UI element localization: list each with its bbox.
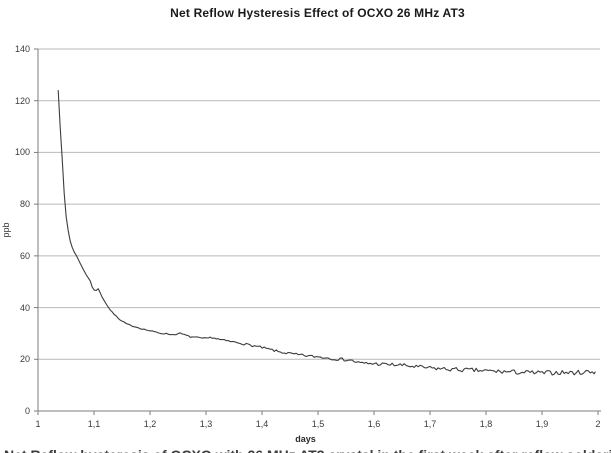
y-tick-label: 140 [14,44,30,54]
x-tick-label: 1,8 [479,419,493,429]
x-tick-label: 1 [35,419,41,429]
x-tick-label: 2 [595,419,601,429]
y-tick-label: 100 [14,147,30,158]
y-tick-label: 20 [19,354,30,365]
y-axis-label: ppb [1,222,11,238]
data-series-line [57,89,596,376]
x-tick-label: 1,2 [143,419,157,429]
y-tick-label: 60 [19,250,30,261]
y-tick-label: 0 [24,406,30,416]
x-tick-label: 1,5 [311,419,325,429]
x-tick-label: 1,6 [367,419,381,429]
y-tick-label: 120 [14,95,30,106]
x-tick-label: 1,1 [87,419,101,429]
x-tick-label: 1,3 [199,419,213,429]
chart-title: Net Reflow Hysteresis Effect of OCXO 26 … [170,6,465,20]
y-tick-label: 80 [19,199,30,210]
y-tick-label: 40 [19,302,30,313]
clipped-caption: Net Reflow hysteresis of OCXO with 26 MH… [4,447,611,453]
x-tick-label: 1,4 [255,419,269,429]
x-axis-label: days [295,434,316,444]
x-tick-label: 1,9 [535,419,549,429]
x-tick-label: 1,7 [423,419,437,429]
